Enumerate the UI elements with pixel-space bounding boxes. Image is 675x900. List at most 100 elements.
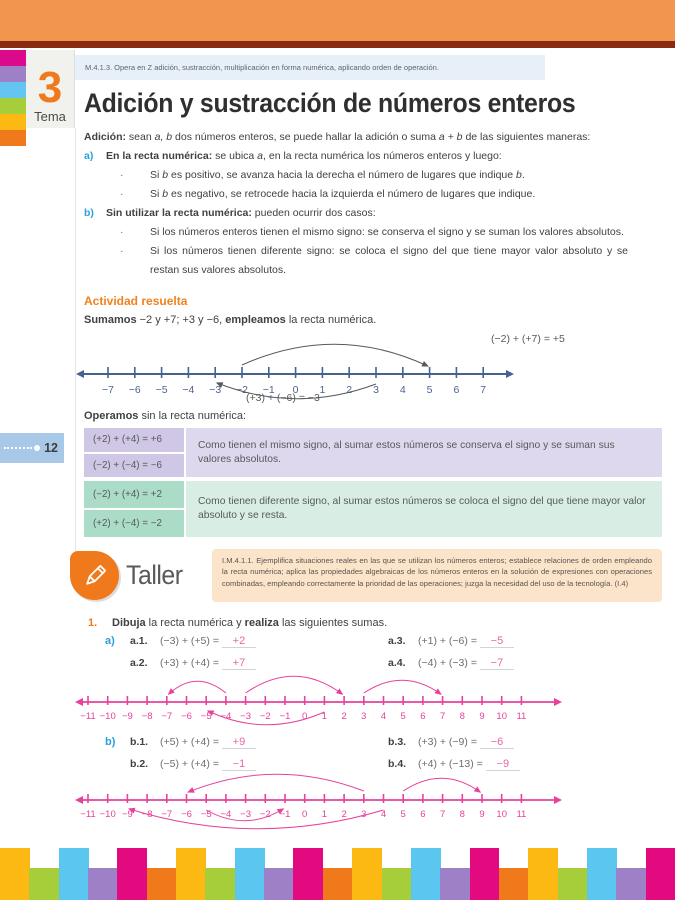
tick-label: 3 [373,384,379,396]
item-b-marker: b) [84,207,94,219]
numberline-main-wrap: −7 −6 −5 −4 −3 −2 −1 0 1 2 3 4 5 6 7 (−2) + (+7) = +5 … [70,328,670,408]
numberline-b-wrap: −11 −10 −9 −8 −7 −6 −5 −4 −3 −2 −1 0 1 2 3 4 5 6 7 8 9 10 11 [70,773,630,846]
exercise-item-a3: a.3. (+1) + (−6) = −5 [388,635,514,648]
tick-label: 3 [361,809,366,820]
sum-annotation-bottom: (+3) + (−6) = −3 [246,392,320,404]
tick-label: −5 [156,384,168,396]
table-cell-rule: Como tienen el mismo signo, al sumar est… [186,428,662,477]
answer-field: +9 [221,736,256,749]
sum-arc [187,773,364,793]
tick-label: −1 [280,809,291,820]
tick-label: 0 [302,809,307,820]
answer-field: −1 [221,758,256,771]
rule-table-diff-sign: (−2) + (+4) = +2 Como tienen diferente s… [84,481,662,537]
tick-label: 1 [322,809,327,820]
tick-label: −6 [129,384,141,396]
arrow-left-icon [75,698,83,706]
tick-label: −8 [142,711,153,722]
footer-bar [498,868,529,900]
operamos-line: Operamos sin la recta numérica: [84,410,247,422]
bullet-b1: · Si los números enteros tienen el mismo… [84,223,662,242]
sum-arc [215,382,377,400]
footer-bar [645,848,675,900]
bullet-dot: · [120,169,124,181]
tick-label: −2 [236,384,248,396]
tick-label: −9 [122,711,133,722]
tick-label: 0 [302,711,307,722]
exercise-number: 1. [88,617,98,629]
answer-field: −7 [479,657,514,670]
table-cell-rule: Como tienen diferente signo, al sumar es… [186,481,662,537]
exercise-item-a2: a.2. (+3) + (+4) = +7 [130,657,256,670]
numberline-a-wrap: −11 −10 −9 −8 −7 −6 −5 −4 −3 −2 −1 0 1 2 3 4 5 6 7 8 9 10 11 [70,672,630,734]
sum-arc [241,343,429,367]
intro-block: Adición: sean a, b dos números enteros, … [84,128,662,280]
arrow-right-icon [554,698,562,706]
answer-field: −9 [485,758,520,771]
answer-field: −5 [479,635,514,648]
taller-criteria-text: I.M.4.1.1. Ejemplifica situaciones reale… [222,556,652,588]
group-b-marker: b) [105,736,116,748]
tema-tab [0,114,26,130]
tema-color-tabs [0,50,26,146]
taller-label: Taller [126,560,183,590]
tick-label: −11 [80,809,95,820]
footer-bar [176,848,206,900]
tick-label: −3 [240,809,251,820]
margin-rule [75,128,76,556]
tick-label: −10 [100,809,116,820]
tick-label: −3 [209,384,221,396]
page-number-marker: 12 [0,433,64,463]
sum-arc [167,680,227,696]
numberline-a: −11 −10 −9 −8 −7 −6 −5 −4 −3 −2 −1 0 1 2 3 4 5 6 7 8 9 10 11 [75,675,562,726]
footer-bar [528,848,559,900]
tema-badge: 3 Tema [26,50,75,128]
tema-tab [0,82,26,98]
exercise-item-a4: a.4. (−4) + (−3) = −7 [388,657,514,670]
item-a: a) En la recta numérica: se ubica a, en … [84,147,662,166]
sum-arc [402,777,482,793]
footer-bar [146,868,177,900]
activity-statement: Sumamos −2 y +7; +3 y −6, empleamos la r… [84,314,377,326]
answer-field: −6 [479,736,514,749]
footer-bar [322,868,353,900]
tick-label: 4 [400,384,406,396]
tick-label: 6 [420,809,425,820]
tick-label: −11 [80,711,95,722]
pencil-icon [85,564,106,585]
top-banner [0,0,675,41]
tick-label: 2 [341,809,346,820]
tema-tab [0,130,26,146]
sum-arc [206,710,325,726]
tick-label: 0 [293,384,299,396]
tick-label: −4 [220,711,231,722]
footer-bar [352,848,383,900]
tick-label: −7 [102,384,114,396]
sum-arc [245,675,344,695]
footer-bar [616,868,647,900]
tick-label: 7 [440,711,445,722]
tick-label: −2 [260,809,271,820]
taller-badge [70,551,119,600]
footer-bar [440,868,471,900]
tick-label: 2 [346,384,352,396]
tick-label: −9 [122,809,133,820]
footer-bar [410,848,441,900]
tick-label: 11 [516,711,526,722]
standard-strip: M.4.1.3. Opera en Z adición, sustracción… [75,55,545,80]
footer-bar [469,848,500,900]
tick-label: −5 [201,711,212,722]
tick-label: −1 [263,384,275,396]
rule-table-same-sign: (+2) + (+4) = +6 Como tienen el mismo si… [84,428,662,477]
exercise-item-b2: b.2. (−5) + (+4) = −1 [130,758,256,771]
tick-label: −6 [181,809,192,820]
tema-tab [0,66,26,82]
tema-tab [0,50,26,66]
table-cell-equation: (+2) + (−4) = −2 [84,510,184,537]
tick-label: 9 [479,809,484,820]
tick-label: −10 [100,711,116,722]
item-b: b) Sin utilizar la recta numérica: puede… [84,204,662,223]
exercise-item-b1: b.1. (+5) + (+4) = +9 [130,736,256,749]
tick-label: 4 [381,711,386,722]
tick-label: 11 [516,809,526,820]
